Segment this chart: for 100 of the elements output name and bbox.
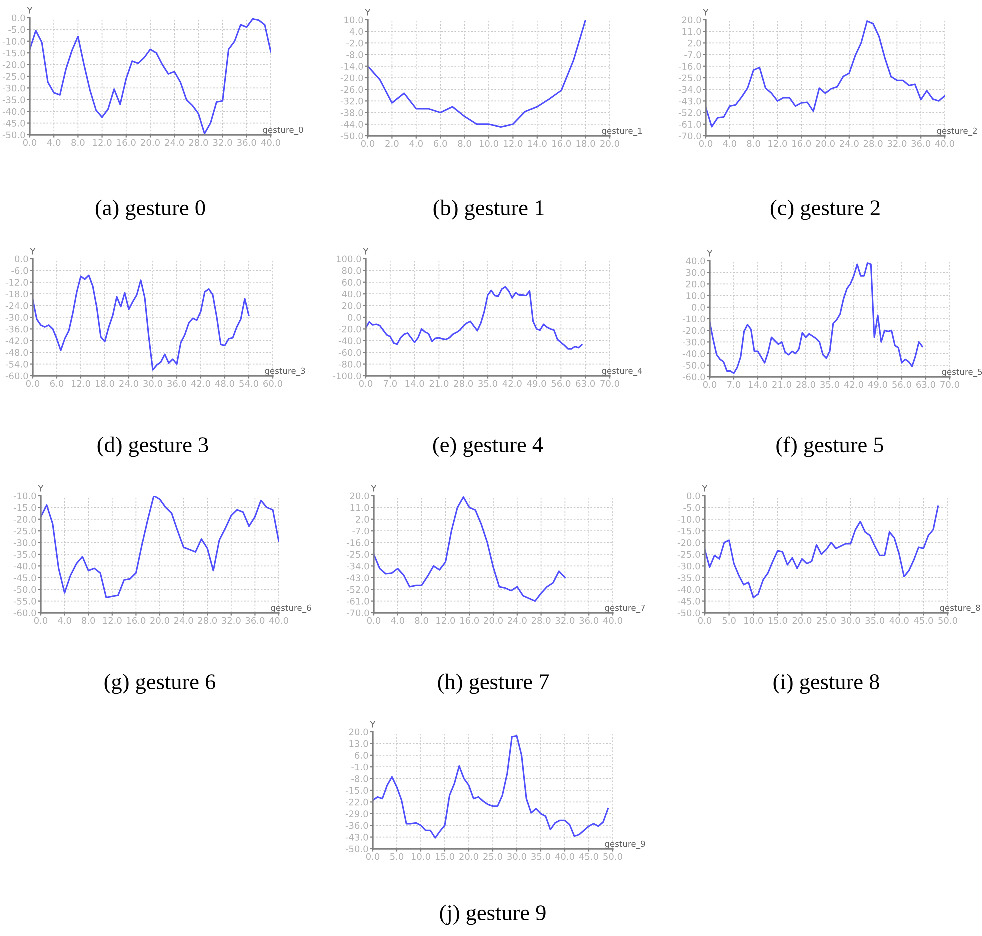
text: (i) gesture 8 [774,674,880,694]
x-tick-label: 4.0 [723,140,736,148]
x-tick-label: 16.0 [552,140,572,148]
x-tick-label: 14.0 [748,381,768,388]
x-tick-label: 8.0 [82,617,96,624]
x-tick-label: 4.0 [58,617,72,624]
x-tick-label: 24.0 [165,139,184,146]
x-tick-label: 20.0 [460,853,478,860]
y-tick-label: -15.0 [346,787,368,794]
y-tick-label: -48.0 [6,349,28,356]
y-tick-label: -43.0 [346,574,370,582]
x-axis-title: gesture_9 [605,840,646,849]
x-tick-label: 0.0 [361,140,375,148]
x-tick-label: 32.0 [888,140,907,148]
text: (c) gesture 2 [770,200,880,220]
x-tick-label: 42.0 [191,380,210,388]
y-tick-label: 11.0 [682,28,702,36]
x-tick-label: 7.0 [728,381,741,388]
x-tick-label: 36.0 [912,140,931,148]
y-tick-label: 20.0 [682,16,702,24]
y-tick-label: -7.0 [352,528,370,535]
x-tick-label: 35.0 [532,853,550,860]
y-tick-label: -70.0 [346,610,370,617]
x-tick-label: 18.0 [576,140,596,148]
x-tick-label: 16.0 [792,140,812,148]
text: (h) gesture 7 [438,674,550,694]
x-tick-label: 15.0 [768,617,788,624]
y-tick-label: -50.0 [682,362,706,369]
y-tick-label: -20.0 [682,327,706,334]
y-tick-label: -40.0 [338,338,362,344]
x-tick-label: 8.0 [72,139,85,146]
y-tick-label: 13.0 [350,740,368,748]
x-tick-label: 24.0 [174,617,194,624]
y-axis-title: Y [702,485,708,492]
text: (d) gesture 3 [98,436,208,458]
x-tick-label: 20.0 [141,139,160,146]
y-tick-label: -35.0 [678,574,700,582]
x-tick-label: 4.0 [391,617,404,624]
y-tick-label: -43.0 [678,98,702,105]
x-tick-label: 45.0 [579,853,598,860]
y-tick-label: -30.0 [6,314,28,322]
y-tick-label: -35.0 [14,551,36,558]
x-tick-label: 32.0 [213,139,232,146]
y-tick-label: -52.0 [346,586,370,594]
y-tick-label: -10.0 [2,38,26,45]
y-tick-label: -5.0 [684,504,700,512]
x-tick-label: 24.0 [508,617,527,624]
line-series [374,496,566,602]
y-tick-label: 40.0 [686,258,706,265]
y-tick-label: 40.0 [342,290,362,298]
y-tick-label: -61.0 [346,598,370,605]
x-tick-label: 5.0 [390,853,404,860]
y-tick-label: -100.0 [333,372,362,380]
x-tick-label: 28.0 [198,617,218,624]
y-tick-label: -36.0 [346,822,368,830]
x-tick-label: 25.0 [817,617,836,624]
x-tick-label: 40.0 [269,617,288,624]
x-tick-label: 24.0 [120,380,138,388]
y-tick-label: -30.0 [2,84,26,92]
x-tick-label: 45.0 [914,617,934,624]
x-tick-label: 54.0 [240,380,258,388]
x-tick-label: 16.0 [117,139,136,146]
y-tick-label: -55.0 [14,598,36,605]
x-axis-title: gesture_3 [265,368,306,376]
text: (e) gesture 4 [433,436,544,458]
y-tick-label: -52.0 [678,110,702,116]
x-tick-label: 12.0 [436,617,456,624]
y-tick-label: -50.0 [14,586,36,594]
y-tick-label: 20.0 [686,280,706,288]
y-tick-label: -7.0 [684,52,702,58]
x-tick-label: 28.0 [864,140,883,148]
line-series [33,274,250,371]
x-tick-label: 63.0 [916,381,936,388]
y-axis-title: Y [363,248,369,255]
x-tick-label: 56.0 [552,380,571,388]
x-tick-label: 10.0 [480,140,498,148]
y-tick-label: -60.0 [338,349,362,356]
x-tick-label: 63.0 [576,380,596,388]
x-tick-label: 42.0 [502,380,522,388]
y-tick-label: -10.0 [678,516,700,523]
y-tick-label: 10.0 [344,16,364,24]
y-tick-label: -12.0 [6,279,28,286]
y-tick-label: 0.0 [692,304,706,311]
y-tick-label: -32.0 [340,98,364,105]
x-tick-label: 7.0 [384,380,397,388]
x-tick-label: 50.0 [938,617,958,624]
y-tick-label: -54.0 [6,361,28,368]
x-tick-label: 60.0 [264,380,282,388]
x-tick-label: 36.0 [168,380,186,388]
x-tick-label: 12.0 [504,140,523,148]
x-tick-label: 32.0 [222,617,241,624]
x-tick-label: 35.0 [478,380,498,388]
y-tick-label: -45.0 [2,120,26,127]
x-tick-label: 4.0 [410,140,423,148]
x-tick-label: 30.0 [508,853,526,860]
y-tick-label: -14.0 [340,63,364,70]
line-series [366,286,583,350]
y-tick-label: 20.0 [350,492,370,500]
x-tick-label: 35.0 [866,617,885,624]
y-tick-label: -10.0 [14,492,36,500]
